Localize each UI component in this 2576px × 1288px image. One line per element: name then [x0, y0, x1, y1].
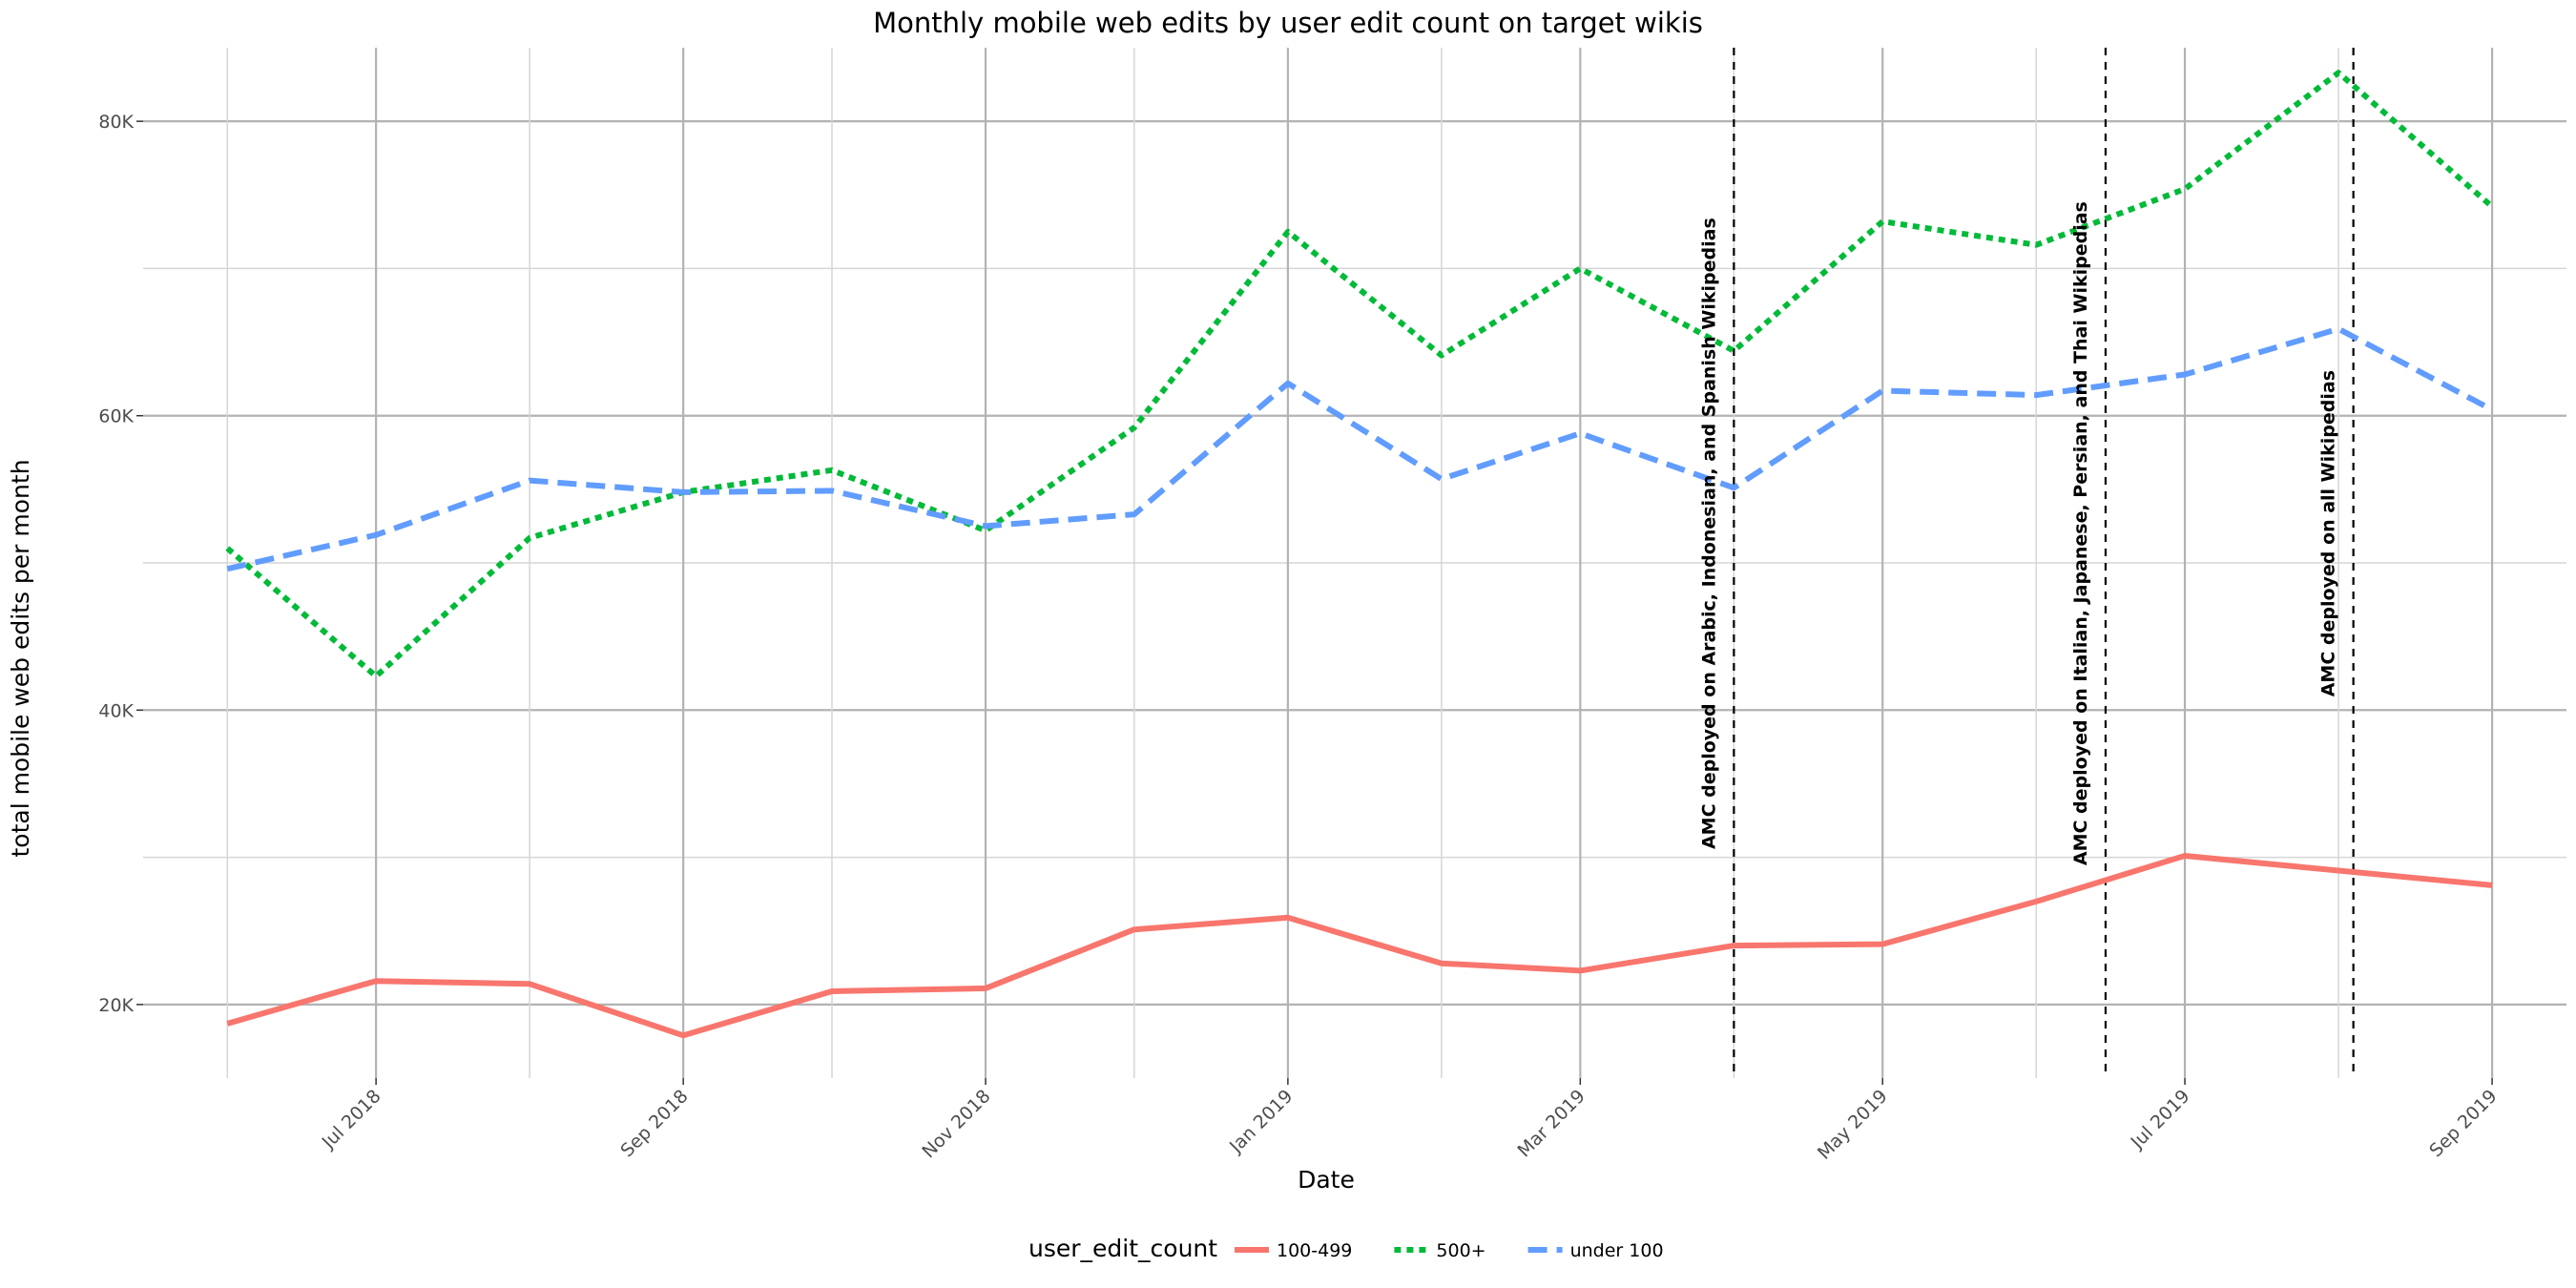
y-tick-label: 40K	[98, 700, 134, 721]
annotation-label: AMC deployed on Arabic, Indonesian, and …	[1698, 218, 1719, 849]
legend-label: under 100	[1570, 1240, 1664, 1261]
y-tick-label: 60K	[98, 406, 134, 427]
axis-ticks: 20K 40K 60K 80K Jul 2018 Sep 2018 Nov 2018 Jan …	[98, 112, 2501, 1164]
series-line	[226, 853, 2493, 1039]
x-tick-label: May 2019	[1814, 1086, 1892, 1164]
annotation-labels: AMC deployed on Arabic, Indonesian, and …	[1698, 201, 2338, 865]
x-tick-label: Jan 2019	[1225, 1086, 1297, 1157]
series-line	[225, 70, 2495, 679]
x-tick-label: Mar 2019	[1514, 1086, 1589, 1161]
x-tick-label: Jul 2019	[2127, 1086, 2194, 1153]
grid	[143, 48, 2566, 1078]
x-axis-title: Date	[1298, 1166, 1355, 1194]
legend: user_edit_count 100-499 500+ under 100	[1028, 1235, 1664, 1262]
legend-label: 500+	[1436, 1240, 1485, 1261]
annotation-label: AMC deployed on all Wikipedias	[2318, 370, 2339, 696]
y-axis-title: total mobile web edits per month	[7, 459, 34, 857]
y-tick-label: 20K	[98, 995, 134, 1016]
x-tick-label: Sep 2019	[2425, 1086, 2501, 1161]
x-tick-label: Sep 2018	[616, 1086, 692, 1161]
legend-label: 100-499	[1277, 1240, 1352, 1261]
x-tick-label: Nov 2018	[918, 1086, 994, 1162]
y-tick-label: 80K	[98, 112, 134, 133]
legend-title: user_edit_count	[1028, 1235, 1217, 1262]
series-lines	[225, 70, 2495, 1039]
chart-title: Monthly mobile web edits by user edit co…	[873, 7, 1703, 39]
annotation-label: AMC deployed on Italian, Japanese, Persi…	[2070, 201, 2091, 865]
x-tick-label: Jul 2018	[318, 1086, 385, 1153]
series-line	[226, 325, 2494, 572]
